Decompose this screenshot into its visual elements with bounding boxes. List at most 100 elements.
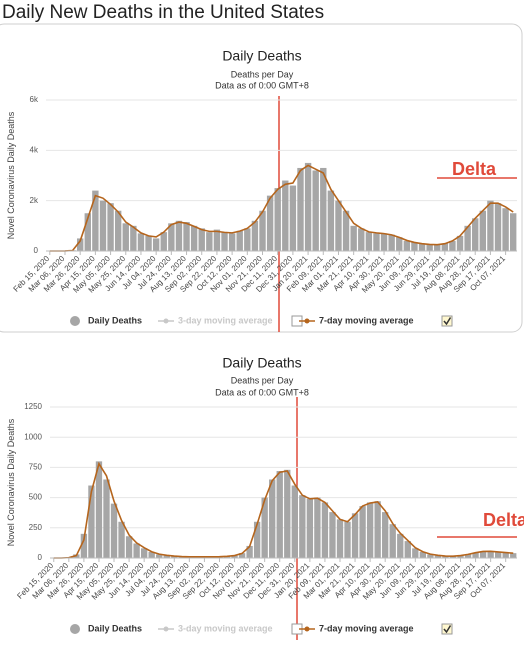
chart-subtitle: Deaths per Day: [231, 69, 294, 79]
bar: [480, 211, 486, 251]
bar: [373, 233, 379, 251]
legend-swatch: [70, 624, 80, 634]
bar: [206, 232, 212, 251]
bar: [358, 228, 364, 251]
bar: [115, 211, 121, 251]
legend-label[interactable]: Daily Deaths: [88, 315, 142, 325]
bar: [244, 228, 250, 251]
legend-swatch: [164, 627, 169, 632]
bar: [138, 233, 144, 251]
bar: [314, 498, 320, 558]
bar: [191, 226, 197, 251]
bar: [229, 233, 235, 251]
bar: [290, 186, 296, 251]
chart-subtitle: Deaths per Day: [231, 375, 294, 385]
bar: [495, 203, 501, 251]
bar: [275, 188, 281, 251]
bar: [382, 512, 388, 558]
bar: [335, 201, 341, 251]
bar: [434, 245, 440, 251]
y-axis-label: Novel Coronavirus Daily Deaths: [6, 418, 16, 546]
legend-label[interactable]: 3-day moving average: [178, 315, 273, 325]
bar: [254, 522, 260, 558]
bar: [161, 232, 167, 251]
bar: [214, 230, 220, 251]
bar: [320, 168, 326, 251]
bar: [359, 506, 365, 558]
bar: [100, 201, 106, 251]
bar: [337, 519, 343, 558]
bar: [126, 536, 132, 558]
bar: [297, 168, 303, 251]
bar: [199, 228, 205, 251]
y-tick-label: 250: [29, 523, 43, 532]
bar: [426, 245, 432, 251]
bar: [344, 522, 350, 558]
chart-title: Daily Deaths: [222, 48, 301, 64]
legend-swatch: [70, 316, 80, 326]
bar: [396, 237, 402, 251]
annotation: Delta: [452, 159, 497, 179]
bar: [123, 223, 129, 251]
bar: [343, 211, 349, 251]
bar: [103, 479, 109, 558]
bar: [284, 470, 290, 558]
bar: [367, 502, 373, 558]
bar: [307, 499, 313, 558]
bar: [237, 231, 243, 251]
bar: [92, 191, 98, 251]
y-tick-label: 4k: [30, 145, 39, 154]
y-tick-label: 0: [38, 553, 43, 562]
bar: [350, 226, 356, 251]
bar: [502, 208, 508, 251]
bar: [145, 236, 151, 251]
bar: [404, 241, 410, 251]
bar: [267, 196, 273, 251]
bar: [118, 522, 124, 558]
bar: [299, 495, 305, 558]
bar: [322, 502, 328, 558]
bar: [111, 504, 117, 558]
bar: [221, 232, 227, 251]
bar: [366, 232, 372, 251]
bar: [269, 479, 275, 558]
bar: [305, 163, 311, 251]
bar: [388, 235, 394, 251]
bar: [510, 213, 516, 251]
bar: [153, 238, 159, 251]
bar: [176, 221, 182, 251]
bar: [259, 211, 265, 251]
page-title: Daily New Deaths in the United States: [2, 2, 324, 23]
chart-subtitle: Data as of 0:00 GMT+8: [215, 387, 309, 397]
bar: [292, 486, 298, 558]
bar: [183, 222, 189, 251]
bar: [510, 553, 516, 558]
bar: [487, 201, 493, 251]
bar: [107, 203, 113, 251]
y-tick-label: 500: [29, 493, 43, 502]
bar: [329, 512, 335, 558]
bar: [328, 191, 334, 251]
bar: [374, 501, 380, 558]
bar: [397, 534, 403, 558]
bar: [277, 471, 283, 558]
annotation: Delta: [483, 510, 524, 530]
bar: [352, 513, 358, 558]
legend-label[interactable]: 7-day moving average: [319, 315, 414, 325]
legend-label[interactable]: Daily Deaths: [88, 623, 142, 633]
bar: [390, 524, 396, 558]
bar: [133, 544, 139, 558]
legend-swatch: [164, 319, 169, 324]
bar: [472, 218, 478, 251]
chart-subtitle: Data as of 0:00 GMT+8: [215, 80, 309, 90]
y-tick-label: 750: [29, 463, 43, 472]
y-axis-label: Novel Coronavirus Daily Deaths: [6, 111, 16, 239]
legend-label[interactable]: 7-day moving average: [319, 623, 414, 633]
bar: [96, 461, 102, 558]
bar: [282, 181, 288, 251]
legend-label[interactable]: 3-day moving average: [178, 623, 273, 633]
bar: [252, 221, 258, 251]
bar: [381, 233, 387, 251]
